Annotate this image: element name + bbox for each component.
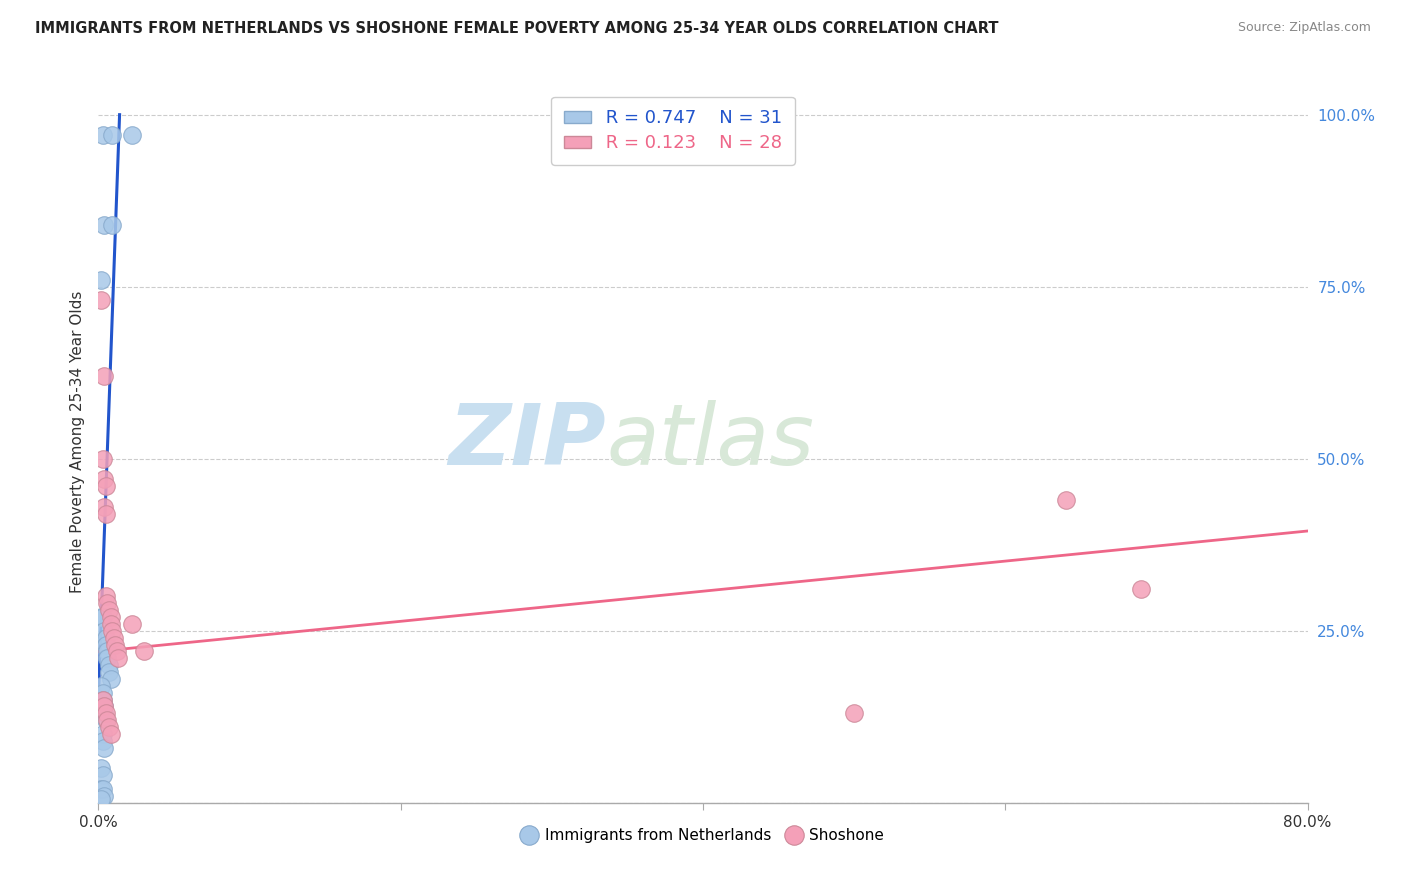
- Point: [94, 479, 117, 493]
- Point: [91, 734, 114, 748]
- Legend: Immigrants from Netherlands, Shoshone: Immigrants from Netherlands, Shoshone: [516, 822, 890, 849]
- Point: [96, 713, 118, 727]
- Point: [96, 644, 118, 658]
- Point: [93, 218, 115, 232]
- Point: [93, 500, 115, 514]
- Point: [98, 603, 121, 617]
- Point: [90, 761, 112, 775]
- Point: [132, 644, 155, 658]
- Point: [94, 713, 117, 727]
- Point: [90, 782, 112, 797]
- Point: [100, 727, 122, 741]
- Point: [103, 631, 125, 645]
- Point: [94, 706, 117, 721]
- Point: [121, 128, 143, 143]
- Point: [844, 706, 866, 721]
- Point: [91, 692, 114, 706]
- Point: [94, 638, 117, 652]
- Point: [93, 624, 115, 638]
- Point: [121, 616, 143, 631]
- Point: [107, 651, 129, 665]
- Point: [98, 720, 121, 734]
- Point: [96, 651, 118, 665]
- Point: [91, 451, 114, 466]
- Y-axis label: Female Poverty Among 25-34 Year Olds: Female Poverty Among 25-34 Year Olds: [69, 291, 84, 592]
- Point: [93, 706, 115, 721]
- Point: [93, 740, 115, 755]
- Point: [1130, 582, 1153, 597]
- Text: atlas: atlas: [606, 400, 814, 483]
- Text: Source: ZipAtlas.com: Source: ZipAtlas.com: [1237, 21, 1371, 35]
- Point: [94, 590, 117, 604]
- Point: [90, 293, 112, 308]
- Point: [90, 273, 112, 287]
- Point: [100, 616, 122, 631]
- Point: [91, 610, 114, 624]
- Point: [96, 596, 118, 610]
- Text: ZIP: ZIP: [449, 400, 606, 483]
- Point: [90, 610, 112, 624]
- Point: [91, 768, 114, 782]
- Point: [93, 472, 115, 486]
- Point: [101, 218, 124, 232]
- Point: [98, 665, 121, 679]
- Point: [100, 672, 122, 686]
- Point: [93, 369, 115, 384]
- Point: [91, 782, 114, 797]
- Point: [94, 631, 117, 645]
- Point: [91, 686, 114, 700]
- Point: [98, 658, 121, 673]
- Point: [93, 699, 115, 714]
- Point: [104, 638, 127, 652]
- Point: [101, 624, 124, 638]
- Point: [91, 692, 114, 706]
- Text: IMMIGRANTS FROM NETHERLANDS VS SHOSHONE FEMALE POVERTY AMONG 25-34 YEAR OLDS COR: IMMIGRANTS FROM NETHERLANDS VS SHOSHONE …: [35, 21, 998, 37]
- Point: [94, 507, 117, 521]
- Point: [93, 699, 115, 714]
- Point: [105, 644, 128, 658]
- Point: [101, 128, 124, 143]
- Point: [1054, 493, 1077, 508]
- Point: [91, 128, 114, 143]
- Point: [90, 792, 112, 806]
- Point: [91, 727, 114, 741]
- Point: [93, 789, 115, 803]
- Point: [90, 679, 112, 693]
- Point: [100, 610, 122, 624]
